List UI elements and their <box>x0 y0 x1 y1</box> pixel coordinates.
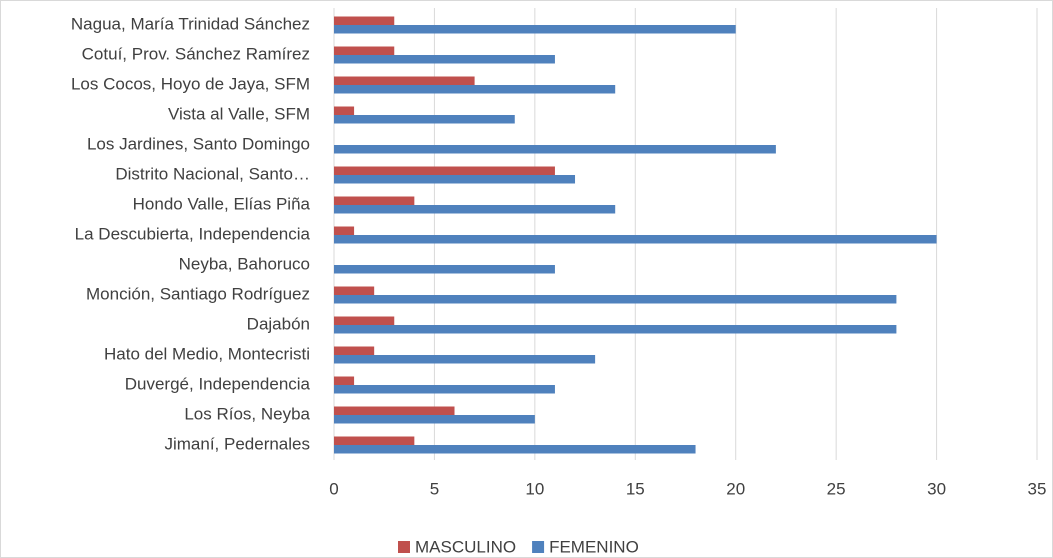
x-tick-label: 30 <box>927 479 946 498</box>
bar <box>334 16 395 25</box>
y-tick-label: Los Cocos, Hoyo de Jaya, SFM <box>71 74 310 93</box>
bar <box>334 295 897 304</box>
y-tick-label: Distrito Nacional, Santo… <box>115 164 310 183</box>
x-tick-label: 20 <box>726 479 745 498</box>
legend-label: FEMENINO <box>549 537 639 556</box>
bar <box>334 226 355 235</box>
bar <box>334 355 596 364</box>
bar <box>334 265 555 274</box>
y-tick-label: Jimaní, Pedernales <box>164 434 310 453</box>
bar <box>334 205 616 214</box>
bar <box>334 76 475 85</box>
bar <box>334 436 415 445</box>
bar <box>334 316 395 325</box>
bar <box>334 85 616 94</box>
y-tick-label: Hato del Medio, Montecristi <box>104 344 310 363</box>
y-tick-label: Nagua, María Trinidad Sánchez <box>71 14 310 33</box>
bar <box>334 346 375 355</box>
bar <box>334 115 515 124</box>
y-tick-label: Dajabón <box>247 314 310 333</box>
bar <box>334 46 395 55</box>
bar <box>334 145 776 154</box>
bar <box>334 445 696 454</box>
bar <box>334 325 897 334</box>
y-tick-label: Neyba, Bahoruco <box>179 254 310 273</box>
x-tick-label: 0 <box>329 479 338 498</box>
bar <box>334 55 555 64</box>
x-tick-label: 15 <box>626 479 645 498</box>
legend-label: MASCULINO <box>415 537 516 556</box>
y-tick-label: Cotuí, Prov. Sánchez Ramírez <box>82 44 310 63</box>
y-tick-label: Hondo Valle, Elías Piña <box>133 194 311 213</box>
y-tick-label: Monción, Santiago Rodríguez <box>86 284 310 303</box>
bar <box>334 196 415 205</box>
legend-swatch <box>398 541 410 553</box>
bar <box>334 385 555 394</box>
bar <box>334 25 736 34</box>
bar <box>334 166 555 175</box>
x-tick-label: 10 <box>525 479 544 498</box>
y-tick-label: Vista al Valle, SFM <box>168 104 310 123</box>
bar <box>334 376 355 385</box>
x-tick-label: 5 <box>430 479 439 498</box>
y-tick-label: La Descubierta, Independencia <box>75 224 311 243</box>
y-tick-label: Los Ríos, Neyba <box>184 404 310 423</box>
bar <box>334 415 535 424</box>
bar <box>334 106 355 115</box>
x-tick-label: 35 <box>1028 479 1047 498</box>
bar <box>334 286 375 295</box>
y-tick-label: Los Jardines, Santo Domingo <box>87 134 310 153</box>
legend-swatch <box>532 541 545 553</box>
x-tick-label: 25 <box>827 479 846 498</box>
bar <box>334 406 455 415</box>
bar <box>334 235 937 244</box>
y-tick-label: Duvergé, Independencia <box>125 374 311 393</box>
bar <box>334 175 576 184</box>
